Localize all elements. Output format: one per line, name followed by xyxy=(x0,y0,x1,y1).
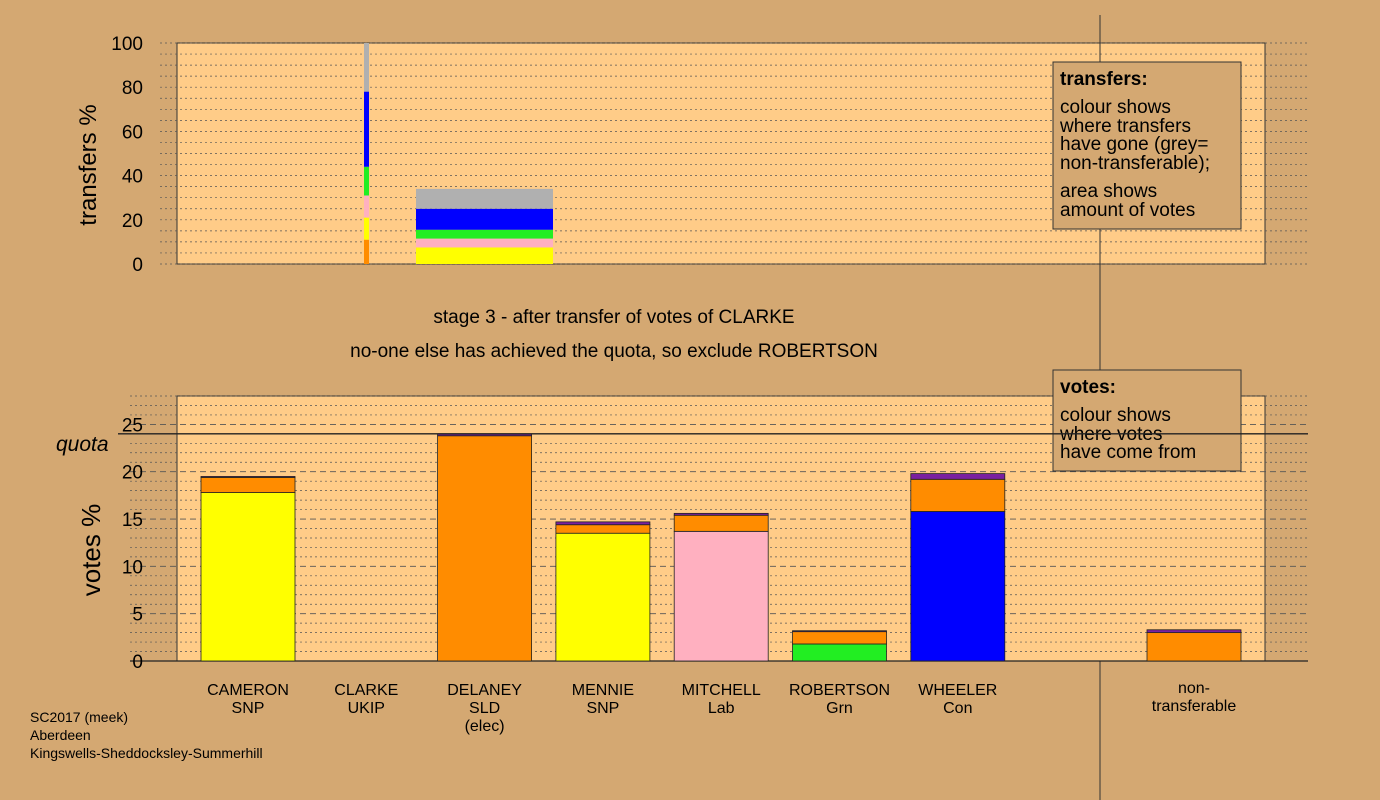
vote-bar-segment xyxy=(673,512,769,516)
vote-bar-segment xyxy=(673,530,769,662)
votes-legend-title: votes: xyxy=(1060,377,1116,398)
transfers-legend-line: area shows xyxy=(1060,181,1157,202)
candidate-label: (elec) xyxy=(465,718,505,735)
transfers-y-ticks: 0 20 40 60 80 100 xyxy=(111,34,143,276)
candidate-label: ROBERTSON xyxy=(789,682,890,699)
candidate-label: SNP xyxy=(586,700,619,717)
vote-bar-segment xyxy=(555,521,651,526)
candidate-label: CLARKE xyxy=(334,682,398,699)
transfers-block-segment xyxy=(416,208,553,230)
transfers-block-segment xyxy=(416,247,553,264)
footer-ward: Kingswells-Sheddocksley-Summerhill xyxy=(30,745,263,761)
candidate-label: SLD xyxy=(469,700,500,717)
transfers-legend-line: colour shows xyxy=(1060,97,1171,118)
candidate-label: transferable xyxy=(1152,698,1237,715)
transfers-legend: transfers: colour shows where transfers … xyxy=(1052,61,1242,230)
transfers-bars xyxy=(364,43,553,264)
votes-tick-label: 25 xyxy=(122,415,143,436)
candidate-label: SNP xyxy=(232,700,265,717)
vote-bar-segment xyxy=(437,435,533,662)
transfers-tick-label: 20 xyxy=(122,211,143,232)
candidate-label: Con xyxy=(943,700,972,717)
transfers-tick-label: 80 xyxy=(122,78,143,99)
vote-bar-segment xyxy=(910,478,1006,512)
votes-bars xyxy=(200,433,1242,662)
transfers-legend-line: have gone (grey= xyxy=(1060,134,1208,155)
transfers-legend-box xyxy=(1052,61,1242,230)
candidate-label: DELANEY xyxy=(447,682,522,699)
candidate-label: Grn xyxy=(826,700,853,717)
transfers-thin-segment xyxy=(364,166,369,196)
candidate-label: non- xyxy=(1178,680,1210,697)
candidate-label: UKIP xyxy=(348,700,385,717)
candidate-labels: CAMERONSNPCLARKEUKIPDELANEYSLD(elec)MENN… xyxy=(207,680,1236,735)
transfers-block-segment xyxy=(416,238,553,248)
votes-y-ticks: 0 5 10 15 20 25 xyxy=(122,415,143,673)
transfers-tick-label: 60 xyxy=(122,122,143,143)
votes-tick-label: 0 xyxy=(132,652,143,673)
transfers-block-segment xyxy=(416,188,553,209)
candidate-label: WHEELER xyxy=(918,682,997,699)
transfers-thin-segment xyxy=(364,43,369,92)
votes-tick-label: 20 xyxy=(122,463,143,484)
transfers-legend-line: where transfers xyxy=(1059,116,1191,137)
nontransferable-bar-segment xyxy=(1146,629,1242,634)
votes-legend-box xyxy=(1052,369,1242,472)
footer-election: SC2017 (meek) xyxy=(30,709,128,725)
transfers-tick-label: 0 xyxy=(132,255,143,276)
action-caption: no-one else has achieved the quota, so e… xyxy=(350,341,878,362)
vote-bar-segment xyxy=(792,631,887,645)
transfers-tick-label: 100 xyxy=(111,34,143,55)
nontransferable-bar-segment xyxy=(1146,632,1242,662)
transfers-legend-line: amount of votes xyxy=(1060,200,1195,221)
transfers-tick-label: 40 xyxy=(122,167,143,188)
votes-legend: votes: colour shows where votes have com… xyxy=(1052,369,1242,472)
candidate-label: Lab xyxy=(708,700,735,717)
stage-caption: stage 3 - after transfer of votes of CLA… xyxy=(433,307,794,328)
votes-tick-label: 5 xyxy=(132,605,143,626)
vote-bar-segment xyxy=(673,514,769,532)
vote-bar-segment xyxy=(555,532,651,662)
vote-bar-segment xyxy=(910,473,1006,480)
vote-bar-segment xyxy=(200,476,296,478)
transfers-thin-segment xyxy=(364,195,369,218)
vote-bar-segment xyxy=(555,524,651,534)
transfers-block-segment xyxy=(416,229,553,239)
transfers-thin-segment xyxy=(364,91,369,167)
vote-bar-segment xyxy=(792,630,887,633)
candidate-label: MITCHELL xyxy=(682,682,761,699)
votes-tick-label: 10 xyxy=(122,557,143,578)
candidate-label: MENNIE xyxy=(572,682,634,699)
transfers-y-axis-label: transfers % xyxy=(75,104,102,225)
vote-bar-segment xyxy=(910,511,1006,662)
candidate-label: CAMERON xyxy=(207,682,289,699)
transfers-thin-segment xyxy=(364,239,369,264)
quota-label: quota xyxy=(56,433,109,456)
transfers-legend-line: non-transferable); xyxy=(1060,153,1210,174)
vote-bar-segment xyxy=(200,492,296,662)
votes-tick-label: 15 xyxy=(122,510,143,531)
votes-y-axis-label: votes % xyxy=(76,504,106,597)
votes-legend-line: colour shows xyxy=(1060,405,1171,426)
transfers-legend-title: transfers: xyxy=(1060,69,1148,90)
votes-legend-line: have come from xyxy=(1060,442,1196,463)
transfers-thin-segment xyxy=(364,217,369,240)
footer-council: Aberdeen xyxy=(30,727,91,743)
vote-bar-segment xyxy=(200,476,296,493)
vote-bar-segment xyxy=(792,643,887,662)
